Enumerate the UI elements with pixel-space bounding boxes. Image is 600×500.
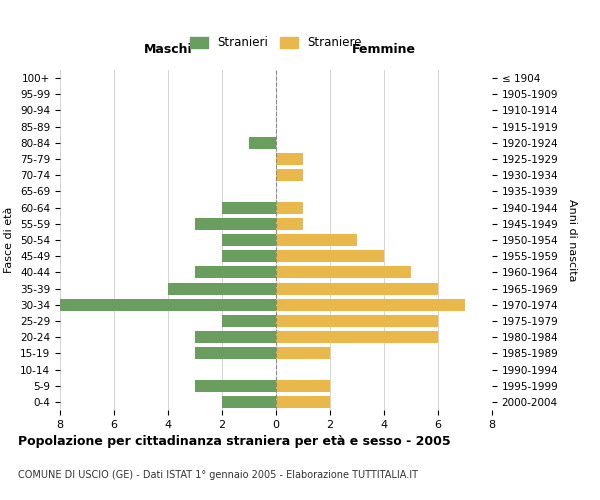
Bar xyxy=(60,298,276,311)
Bar xyxy=(195,380,276,392)
Bar xyxy=(249,137,276,149)
Y-axis label: Anni di nascita: Anni di nascita xyxy=(567,198,577,281)
Bar xyxy=(276,348,330,360)
Bar xyxy=(195,331,276,343)
Bar xyxy=(276,331,438,343)
Y-axis label: Fasce di età: Fasce di età xyxy=(4,207,14,273)
Text: Femmine: Femmine xyxy=(352,44,416,57)
Bar xyxy=(276,250,384,262)
Bar xyxy=(276,298,465,311)
Bar xyxy=(276,282,438,294)
Text: Popolazione per cittadinanza straniera per età e sesso - 2005: Popolazione per cittadinanza straniera p… xyxy=(18,435,451,448)
Bar xyxy=(195,266,276,278)
Legend: Stranieri, Straniere: Stranieri, Straniere xyxy=(185,32,367,54)
Bar xyxy=(222,234,276,246)
Bar xyxy=(276,266,411,278)
Bar xyxy=(276,396,330,408)
Bar xyxy=(276,169,303,181)
Bar xyxy=(168,282,276,294)
Text: Maschi: Maschi xyxy=(143,44,193,57)
Bar xyxy=(222,315,276,327)
Bar xyxy=(276,234,357,246)
Bar xyxy=(195,218,276,230)
Bar xyxy=(276,380,330,392)
Bar xyxy=(222,396,276,408)
Bar xyxy=(276,315,438,327)
Text: COMUNE DI USCIO (GE) - Dati ISTAT 1° gennaio 2005 - Elaborazione TUTTITALIA.IT: COMUNE DI USCIO (GE) - Dati ISTAT 1° gen… xyxy=(18,470,418,480)
Bar xyxy=(276,153,303,165)
Bar xyxy=(222,202,276,213)
Bar xyxy=(195,348,276,360)
Bar xyxy=(276,218,303,230)
Bar xyxy=(276,202,303,213)
Bar xyxy=(222,250,276,262)
